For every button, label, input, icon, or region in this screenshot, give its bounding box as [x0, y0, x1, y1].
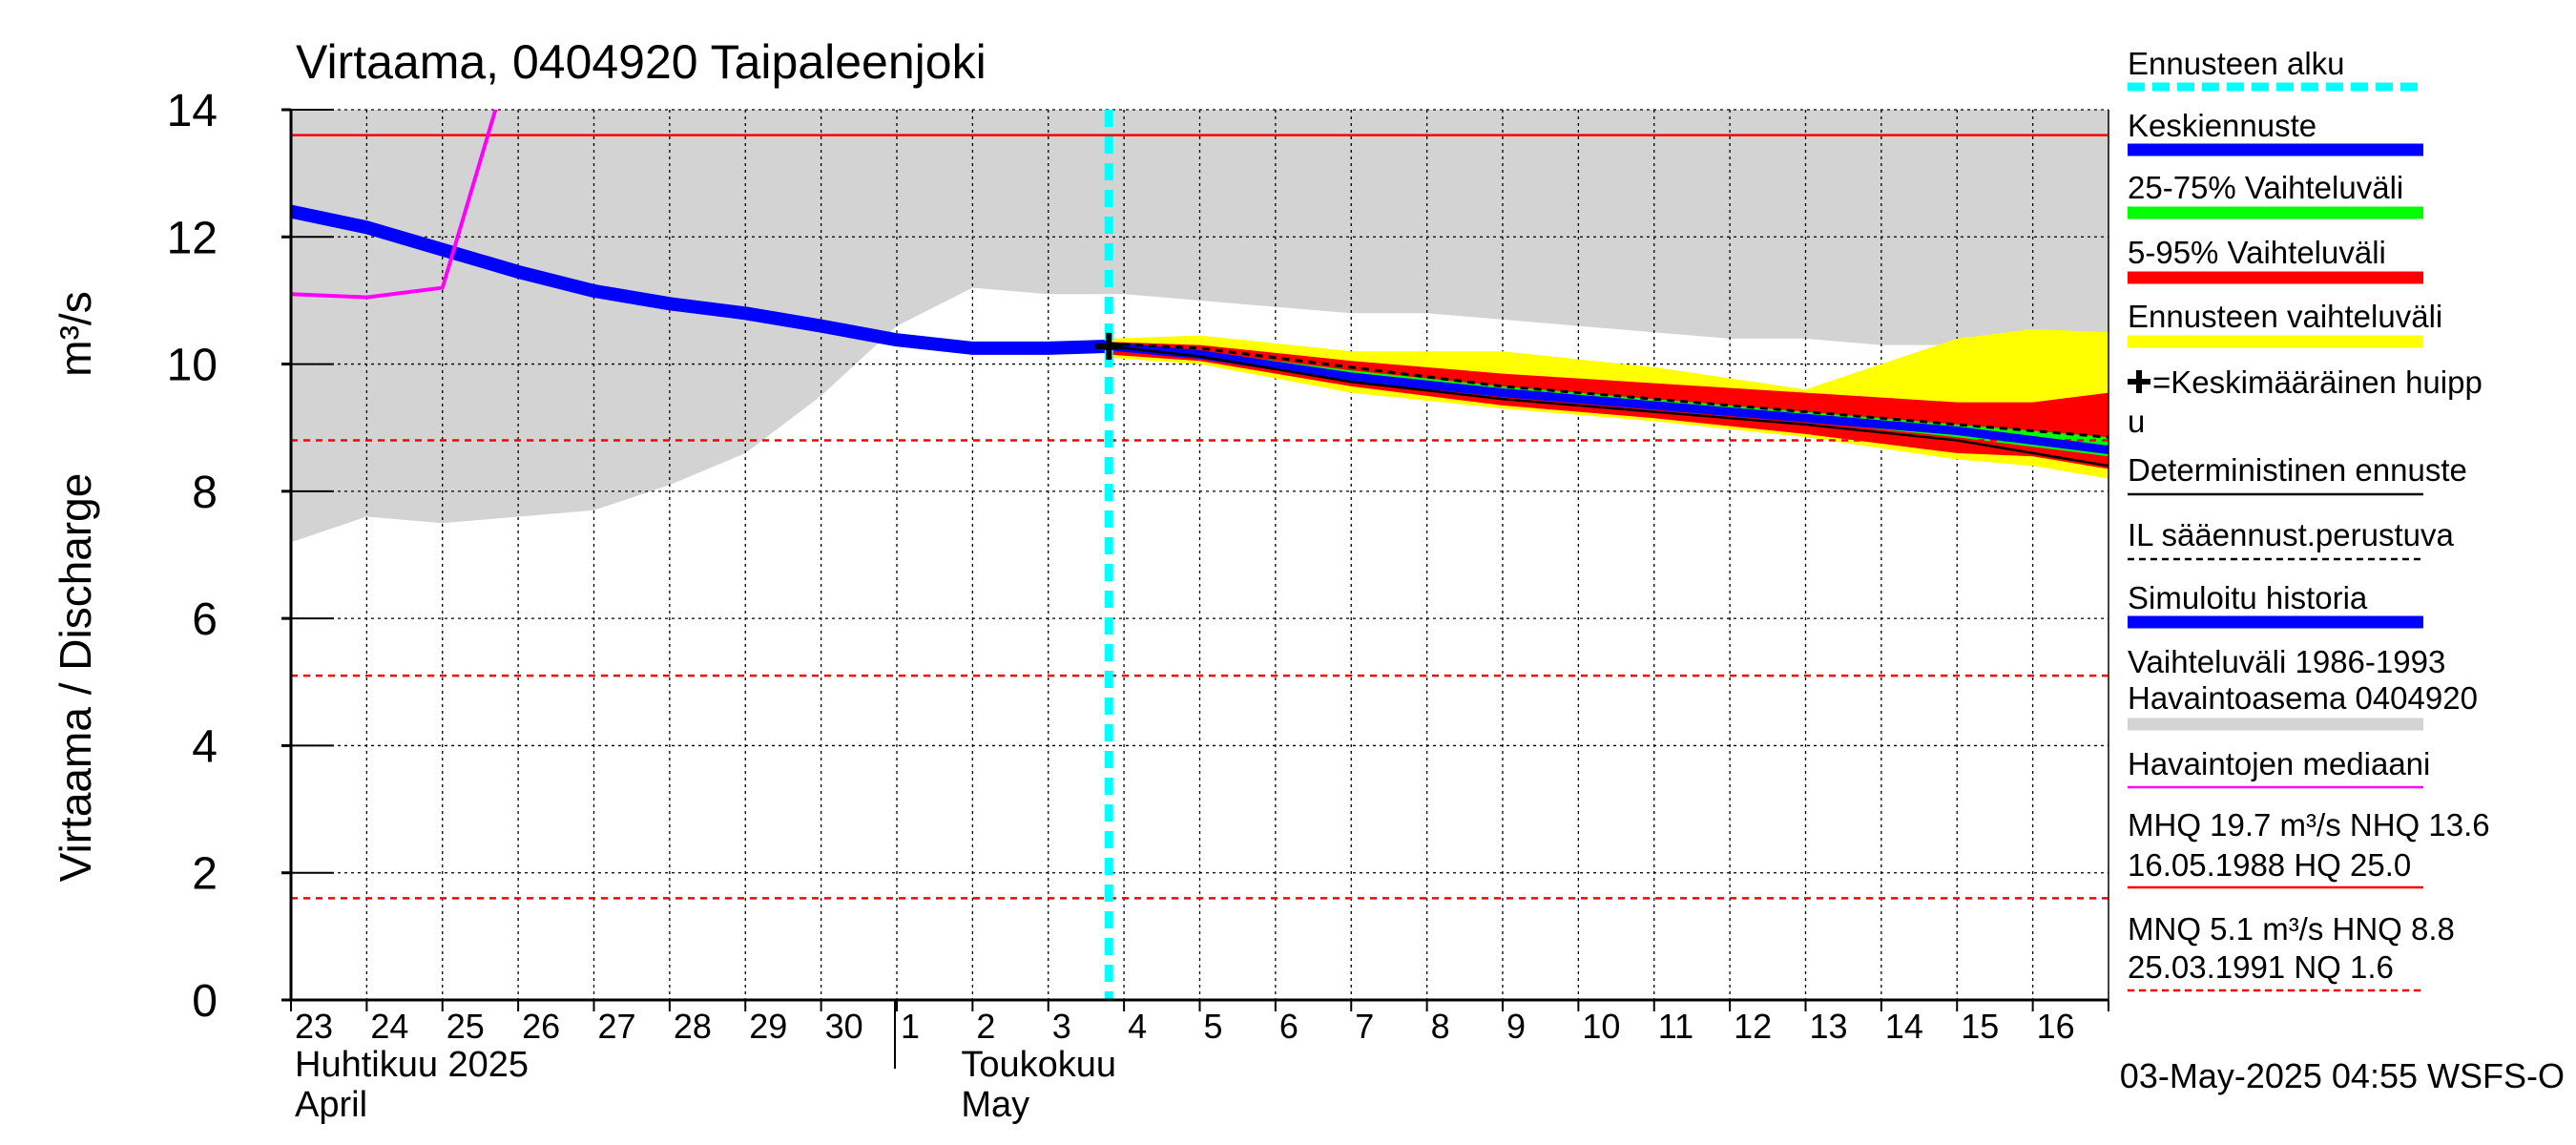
legend-label: Simuloitu historia	[2128, 580, 2368, 615]
legend-label-2: 16.05.1988 HQ 25.0	[2128, 847, 2411, 883]
legend-item: Keskiennuste	[2128, 108, 2423, 156]
x-tick-label: 5	[1204, 1007, 1223, 1046]
footer-timestamp: 03-May-2025 04:55 WSFS-O	[2120, 1056, 2565, 1095]
legend-item: Vaihteluväli 1986-1993 Havaintoasema 040…	[2128, 644, 2478, 731]
x-tick-label: 15	[1961, 1007, 1999, 1046]
x-tick-label: 26	[522, 1007, 560, 1046]
y-tick-label: 0	[192, 976, 218, 1027]
legend-label: Havaintojen mediaani	[2128, 746, 2430, 781]
legend-label: IL sääennust.perustuva	[2128, 517, 2454, 552]
x-tick-label: 8	[1431, 1007, 1450, 1046]
legend-item: Deterministinen ennuste	[2128, 452, 2467, 496]
y-tick-label: 12	[167, 213, 218, 263]
legend-item: MNQ 5.1 m³/s HNQ 8.825.03.1991 NQ 1.6	[2128, 911, 2455, 992]
x-tick-label: 30	[825, 1007, 863, 1046]
x-tick-label: 25	[447, 1007, 485, 1046]
x-month-label-fi: Toukokuu	[961, 1045, 1116, 1085]
y-tick-label: 10	[167, 341, 218, 391]
mean-peak-marker	[1095, 332, 1123, 360]
legend-item: Ennusteen alku	[2128, 46, 2423, 92]
x-tick-label: 12	[1734, 1007, 1772, 1046]
simulated-history-line	[289, 204, 1110, 355]
mean-peak-marker-icon	[2128, 370, 2150, 393]
x-tick-label: 1	[901, 1007, 920, 1046]
y-tick-label: 8	[192, 468, 218, 518]
x-tick-label: 7	[1355, 1007, 1374, 1046]
chart-title: Virtaama, 0404920 Taipaleenjoki	[296, 35, 987, 89]
legend-label: 25-75% Vaihteluväli	[2128, 170, 2403, 205]
legend-item: Ennusteen vaihteluväli	[2128, 299, 2442, 348]
observation-median-line	[291, 110, 498, 300]
legend-label: =Keskimääräinen huipp	[2152, 364, 2483, 400]
legend-label: 5-95% Vaihteluväli	[2128, 235, 2386, 270]
x-tick-label: 9	[1506, 1007, 1526, 1046]
il-weather-forecast-line	[1109, 342, 2109, 439]
legend-label: Keskiennuste	[2128, 108, 2316, 143]
legend-label: Ennusteen alku	[2128, 46, 2345, 81]
x-tick-label: 14	[1885, 1007, 1923, 1046]
legend-label-2: 25.03.1991 NQ 1.6	[2128, 949, 2394, 985]
legend-label: MNQ 5.1 m³/s HNQ 8.8	[2128, 911, 2455, 947]
legend-item: Havaintojen mediaani	[2128, 746, 2430, 789]
x-tick-label: 13	[1810, 1007, 1848, 1046]
x-tick-label: 11	[1658, 1007, 1693, 1046]
x-tick-label: 10	[1582, 1007, 1620, 1046]
y-tick-label: 6	[192, 594, 218, 645]
x-tick-label: 24	[370, 1007, 408, 1046]
x-tick-label: 23	[295, 1007, 333, 1046]
legend-label: MHQ 19.7 m³/s NHQ 13.6	[2128, 807, 2490, 843]
x-month-label-fi: Huhtikuu 2025	[295, 1045, 529, 1085]
legend-item: MHQ 19.7 m³/s NHQ 13.6 16.05.1988 HQ 25.0	[2128, 807, 2490, 889]
y-tick-label: 14	[167, 86, 218, 136]
x-month-label-en: April	[295, 1085, 367, 1125]
legend: Ennusteen alku Keskiennuste 25-75% Vaihtel…	[2128, 46, 2490, 992]
legend-item: 25-75% Vaihteluväli	[2128, 170, 2423, 219]
x-tick-label: 29	[749, 1007, 787, 1046]
legend-label-2: Havaintoasema 0404920	[2128, 680, 2478, 716]
x-tick-label: 28	[674, 1007, 712, 1046]
mean-forecast-line	[1108, 342, 2109, 454]
legend-item: IL sääennust.perustuva	[2128, 517, 2454, 561]
y-axis-label: Virtaama / Discharge	[51, 473, 100, 883]
x-tick-label: 27	[598, 1007, 636, 1046]
legend-item: Simuloitu historia	[2128, 580, 2423, 629]
legend-label: Ennusteen vaihteluväli	[2128, 299, 2442, 334]
legend-item: 5-95% Vaihteluväli	[2128, 235, 2423, 284]
deterministic-forecast-line	[1109, 344, 2109, 468]
legend-label: Deterministinen ennuste	[2128, 452, 2467, 488]
legend-label-2: u	[2128, 404, 2145, 439]
legend-label: Vaihteluväli 1986-1993	[2128, 644, 2445, 679]
y-axis-unit: m³/s	[51, 291, 100, 376]
x-tick-label: 6	[1279, 1007, 1298, 1046]
x-tick-label: 2	[976, 1007, 995, 1046]
x-tick-label: 16	[2037, 1007, 2075, 1046]
x-tick-label: 4	[1128, 1007, 1147, 1046]
x-tick-label: 3	[1052, 1007, 1071, 1046]
y-tick-label: 4	[192, 721, 218, 772]
x-month-label-en: May	[961, 1085, 1029, 1125]
y-tick-label: 2	[192, 849, 218, 900]
